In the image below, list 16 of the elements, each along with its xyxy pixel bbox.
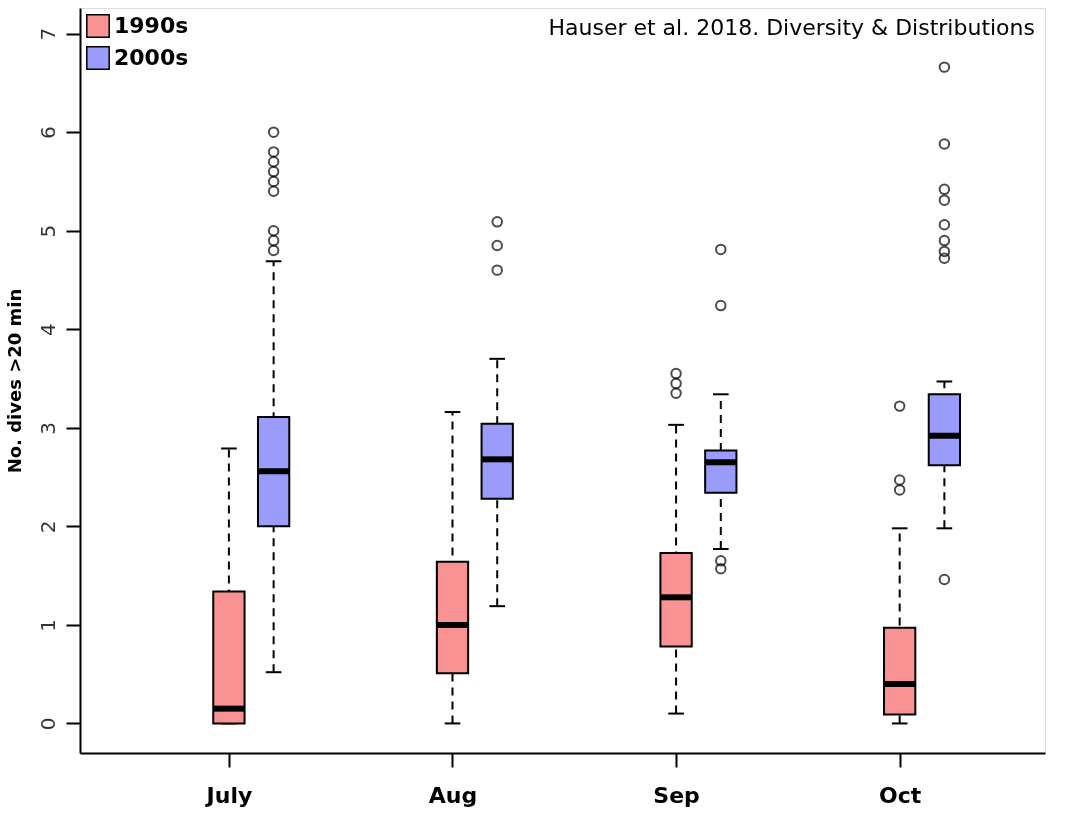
y-tick-label: 5 [35, 224, 60, 238]
x-tick-label: Oct [879, 782, 922, 808]
legend-label: 1990s [114, 13, 189, 38]
x-tick-label: Aug [428, 782, 478, 808]
y-axis-title: No. dives >20 min [3, 288, 25, 474]
x-tick-label: July [204, 782, 253, 808]
annotation: Hauser et al. 2018. Diversity & Distributions [548, 15, 1035, 40]
y-tick-label: 1 [35, 619, 60, 632]
y-tick-label: 0 [35, 717, 60, 731]
legend-label: 2000s [114, 45, 189, 70]
y-tick-label: 7 [35, 27, 60, 41]
y-tick-label: 2 [35, 520, 60, 534]
y-tick-label: 6 [35, 126, 60, 140]
y-tick-label: 4 [35, 323, 60, 337]
y-tick-label: 3 [35, 421, 60, 435]
x-tick-label: Sep [653, 782, 700, 808]
